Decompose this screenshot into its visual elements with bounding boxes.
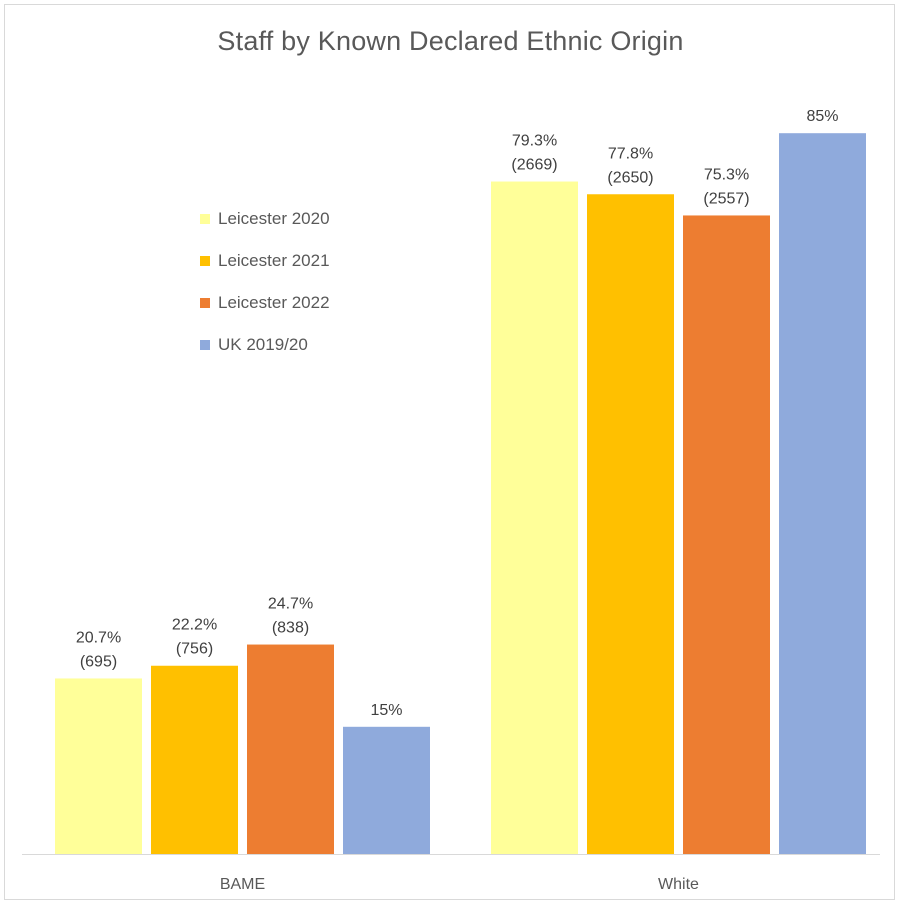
legend-label-leicester-2021: Leicester 2021 (218, 251, 330, 270)
data-label-white-uk-2019-20: 85% (806, 108, 838, 125)
legend-swatch-leicester-2020 (200, 214, 210, 224)
data-label-bame-uk-2019-20: 15% (370, 702, 402, 719)
legend-item-uk-2019-20: UK 2019/20 (200, 324, 330, 366)
legend-label-leicester-2022: Leicester 2022 (218, 293, 330, 312)
bar-bame-uk-2019-20 (343, 726, 430, 854)
data-label-bame-leicester-2022: 24.7% (268, 596, 313, 613)
legend-label-uk-2019-20: UK 2019/20 (218, 335, 308, 354)
legend-item-leicester-2021: Leicester 2021 (200, 240, 330, 282)
chart-title: Staff by Known Declared Ethnic Origin (217, 26, 684, 56)
data-label-white-leicester-2022: 75.3% (704, 166, 749, 183)
bar-white-leicester-2021 (587, 194, 674, 855)
bar-white-uk-2019-20 (779, 133, 866, 854)
bar-bame-leicester-2020 (55, 678, 142, 854)
bar-bame-leicester-2022 (247, 644, 334, 854)
legend-item-leicester-2022: Leicester 2022 (200, 282, 330, 324)
category-label-white: White (658, 876, 699, 893)
legend-label-leicester-2020: Leicester 2020 (218, 209, 330, 228)
legend-swatch-uk-2019-20 (200, 340, 210, 350)
data-label-white-leicester-2022-count: (2557) (703, 190, 749, 207)
data-label-bame-leicester-2021-count: (756) (176, 641, 213, 658)
data-label-bame-leicester-2020: 20.7% (76, 629, 121, 646)
data-label-white-leicester-2021-count: (2650) (607, 169, 653, 186)
data-label-bame-leicester-2020-count: (695) (80, 653, 117, 670)
legend: Leicester 2020 Leicester 2021 Leicester … (200, 198, 330, 366)
category-label-bame: BAME (220, 876, 265, 893)
data-label-bame-leicester-2021: 22.2% (172, 617, 217, 634)
data-label-bame-leicester-2022-count: (838) (272, 620, 309, 637)
legend-item-leicester-2020: Leicester 2020 (200, 198, 330, 240)
bar-white-leicester-2022 (683, 215, 770, 854)
data-label-white-leicester-2020: 79.3% (512, 133, 557, 150)
bar-bame-leicester-2021 (151, 665, 238, 854)
legend-swatch-leicester-2022 (200, 298, 210, 308)
bar-white-leicester-2020 (491, 181, 578, 854)
data-label-white-leicester-2021: 77.8% (608, 145, 653, 162)
legend-swatch-leicester-2021 (200, 256, 210, 266)
data-label-white-leicester-2020-count: (2669) (511, 157, 557, 174)
